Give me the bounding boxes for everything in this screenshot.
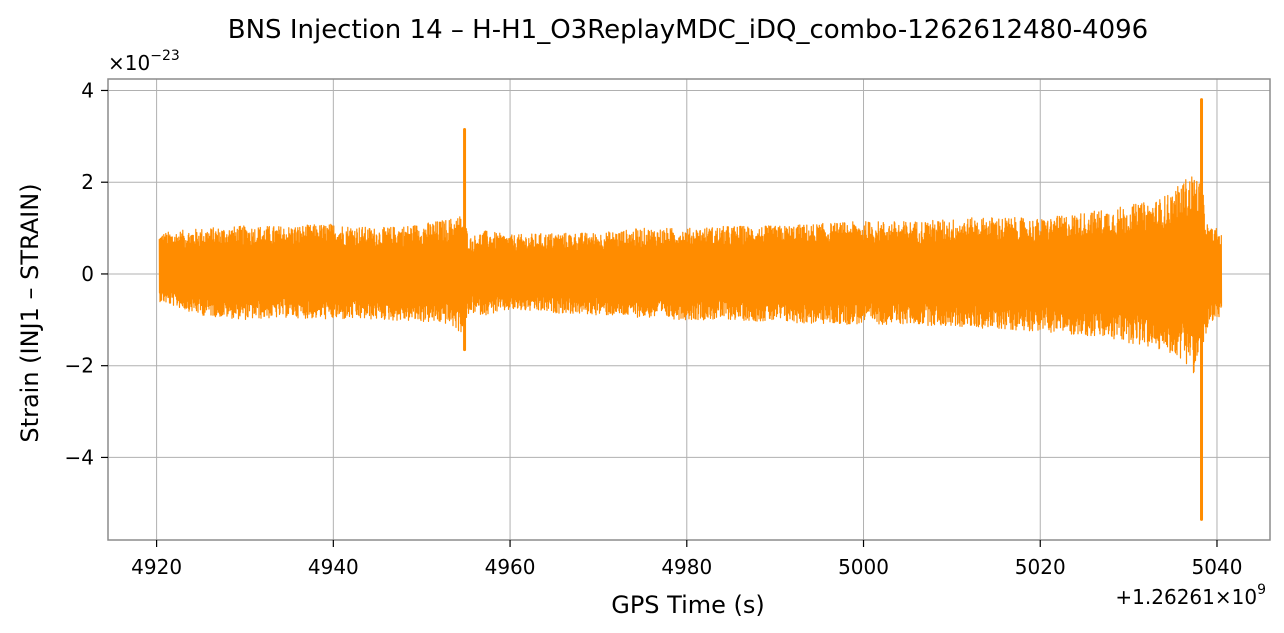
x-tick-label: 4980 <box>661 555 712 579</box>
x-tick-label: 4940 <box>308 555 359 579</box>
y-multiplier: ×10−23 <box>108 48 180 75</box>
x-axis-ticks: 4920 4940 4960 4980 5000 5020 5040 <box>131 540 1242 579</box>
x-tick-label: 4920 <box>131 555 182 579</box>
y-tick-label: 2 <box>81 170 94 194</box>
x-offset: +1.26261×109 <box>1115 582 1266 609</box>
plot-frame <box>107 78 1271 541</box>
chart-title: BNS Injection 14 – H-H1_O3ReplayMDC_iDQ_… <box>228 15 1148 45</box>
y-axis-label: Strain (INJ1 – STRAIN) <box>16 183 44 442</box>
x-tick-label: 5040 <box>1192 555 1243 579</box>
y-tick-label: 4 <box>81 78 94 102</box>
strain-series <box>158 98 1223 521</box>
strain-trace <box>158 176 1223 374</box>
x-offset-base: +1.26261×10 <box>1115 585 1257 609</box>
x-tick-label: 5000 <box>838 555 889 579</box>
y-multiplier-base: ×10 <box>108 51 150 75</box>
x-axis-label: GPS Time (s) <box>611 591 765 619</box>
y-tick-label: −2 <box>65 354 94 378</box>
x-tick-label: 5020 <box>1015 555 1066 579</box>
x-offset-exponent: 9 <box>1257 582 1266 598</box>
y-axis-ticks: 4 2 0 −2 −4 <box>65 78 108 469</box>
y-tick-label: −4 <box>65 445 94 469</box>
y-tick-label: 0 <box>81 262 94 286</box>
x-tick-label: 4960 <box>485 555 536 579</box>
y-multiplier-exponent: −23 <box>150 48 180 64</box>
